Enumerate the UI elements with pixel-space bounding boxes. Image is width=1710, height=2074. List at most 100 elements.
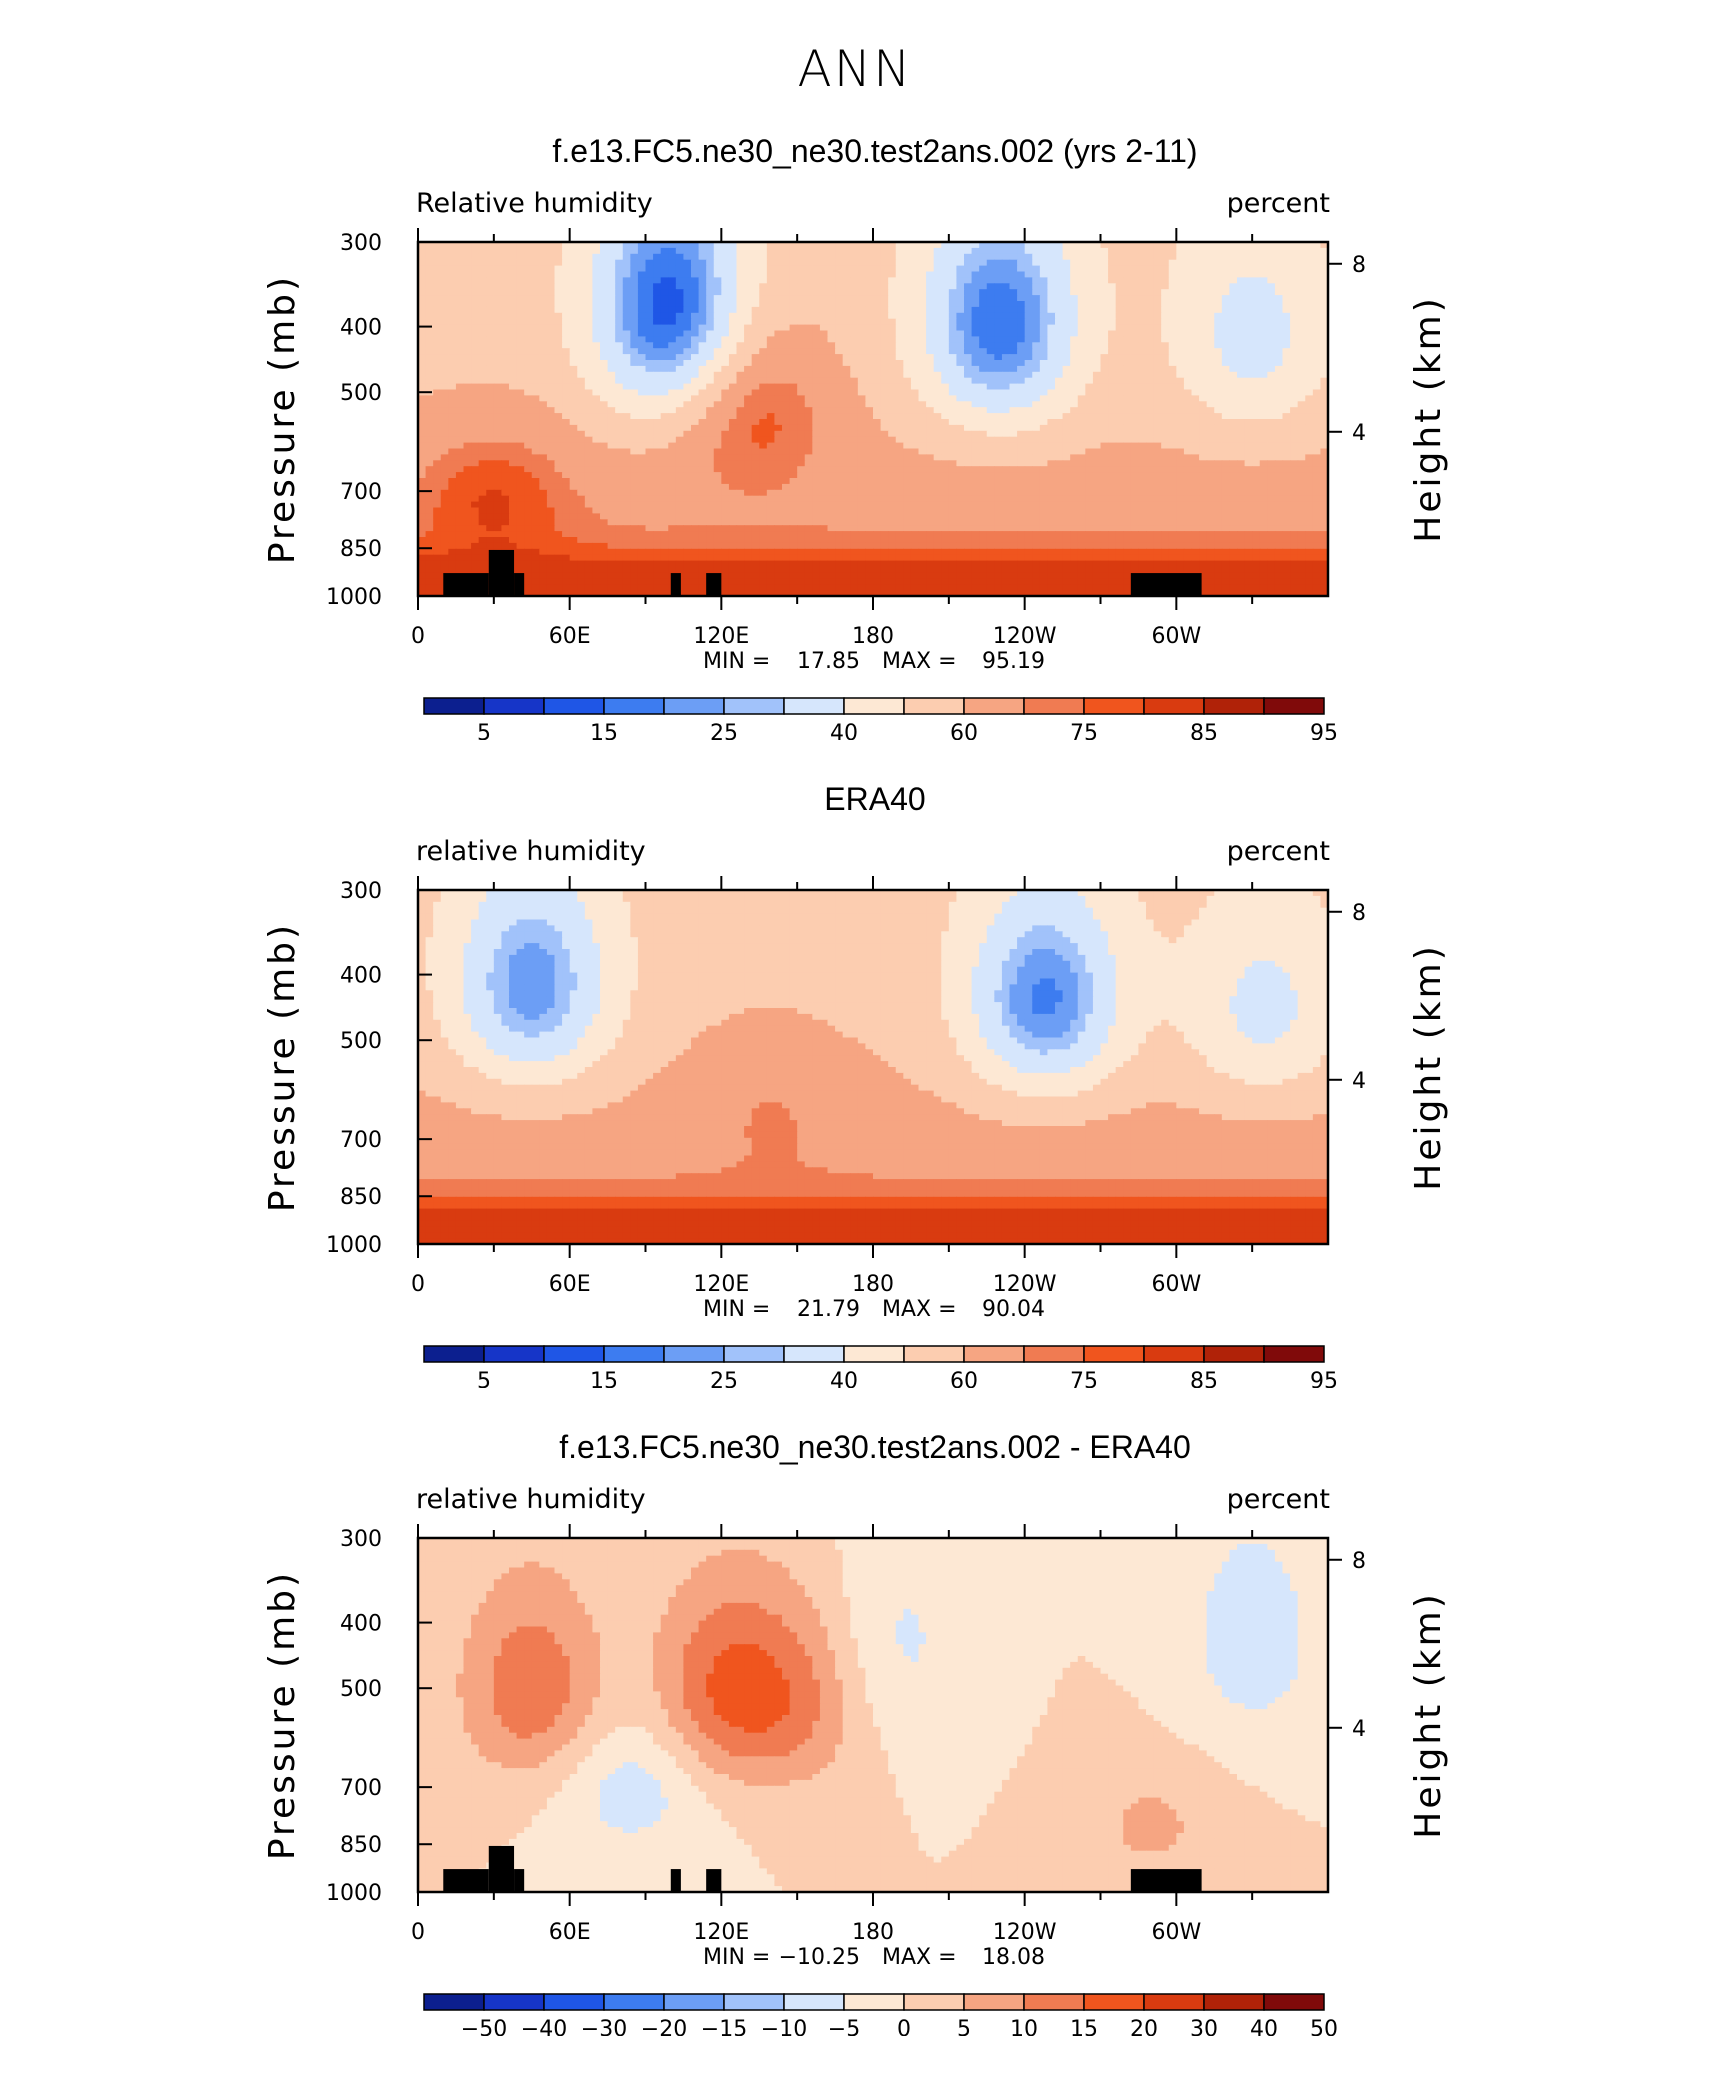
heatmap-cell [706, 395, 715, 402]
heatmap-cell [857, 301, 867, 308]
heatmap-cell [637, 483, 647, 491]
heatmap-cell [706, 436, 715, 444]
heatmap-cell [683, 289, 692, 296]
heatmap-cell [516, 371, 525, 379]
heatmap-cell [1146, 472, 1155, 479]
heatmap-cell [1032, 289, 1041, 296]
heatmap-cell [979, 442, 988, 450]
heatmap-cell [1070, 466, 1079, 473]
heatmap-cell [1259, 430, 1268, 438]
heatmap-cell [804, 277, 813, 284]
heatmap-cell [926, 354, 935, 361]
heatmap-cell [1183, 395, 1193, 402]
heatmap-cell [964, 242, 973, 249]
heatmap-cell [1320, 242, 1329, 249]
heatmap-cell [668, 407, 677, 414]
heatmap-cell [926, 377, 935, 385]
heatmap-cell [964, 371, 973, 379]
heatmap-cell [1047, 472, 1056, 479]
heatmap-cell [1047, 365, 1056, 373]
heatmap-cell [1267, 354, 1276, 361]
heatmap-cell [1092, 336, 1102, 343]
heatmap-cell [1244, 442, 1253, 450]
heatmap-cell [1267, 395, 1276, 402]
heatmap-cell [1305, 289, 1314, 296]
heatmap-cell [509, 407, 518, 414]
heatmap-cell [1009, 401, 1018, 408]
heatmap-cell [660, 253, 669, 261]
heatmap-cell [751, 377, 760, 385]
heatmap-cell [637, 436, 647, 444]
heatmap-cell [1282, 401, 1291, 408]
heatmap-cell [903, 354, 912, 361]
heatmap-cell [1153, 271, 1162, 278]
heatmap-cell [1070, 259, 1079, 267]
heatmap-cell [751, 483, 760, 491]
heatmap-cell [721, 301, 730, 308]
heatmap-cell [926, 360, 935, 367]
heatmap-cell [683, 259, 692, 267]
heatmap-cell [1017, 365, 1026, 373]
heatmap-cell [842, 448, 851, 455]
heatmap-cell [1092, 407, 1102, 414]
heatmap-cell [440, 424, 449, 432]
heatmap-cell [653, 483, 662, 491]
heatmap-cell [1055, 247, 1064, 255]
heatmap-cell [1176, 472, 1185, 479]
heatmap-cell [1229, 401, 1238, 408]
heatmap-cell [1138, 277, 1147, 284]
heatmap-cell [1146, 460, 1155, 467]
heatmap-cell [493, 466, 503, 473]
heatmap-cell [433, 395, 442, 402]
heatmap-cell [1214, 442, 1223, 450]
heatmap-cell [903, 478, 912, 485]
heatmap-cell [1214, 318, 1223, 326]
heatmap-cell [1244, 466, 1253, 473]
heatmap-cell [1297, 466, 1306, 473]
heatmap-cell [812, 283, 821, 290]
heatmap-cell [1108, 360, 1117, 367]
heatmap-cell [1039, 354, 1049, 361]
heatmap-cell [964, 466, 973, 473]
heatmap-cell [1282, 336, 1291, 343]
heatmap-cell [1199, 460, 1208, 467]
heatmap-cell [728, 483, 738, 491]
heatmap-cell [584, 312, 594, 320]
heatmap-cell [569, 277, 578, 284]
heatmap-cell [1032, 436, 1041, 444]
heatmap-cell [819, 306, 829, 314]
heatmap-cell [1237, 430, 1246, 438]
heatmap-cell [569, 312, 578, 320]
heatmap-cell [1009, 365, 1018, 373]
heatmap-cell [471, 318, 480, 326]
heatmap-cell [1062, 289, 1071, 296]
heatmap-cell [455, 448, 465, 455]
heatmap-cell [516, 312, 525, 320]
heatmap-cell [1290, 312, 1299, 320]
heatmap-cell [1146, 301, 1155, 308]
heatmap-cell [1297, 413, 1306, 420]
heatmap-cell [1320, 430, 1329, 438]
heatmap-cell [956, 483, 965, 491]
heatmap-cell [1305, 330, 1314, 337]
heatmap-cell [956, 247, 965, 255]
heatmap-cell [554, 277, 563, 284]
heatmap-cell [1153, 401, 1162, 408]
heatmap-cell [531, 306, 540, 314]
heatmap-cell [782, 407, 791, 414]
heatmap-cell [1100, 259, 1109, 267]
heatmap-cell [1055, 324, 1064, 332]
heatmap-cell [1077, 448, 1086, 455]
heatmap-cell [1282, 271, 1291, 278]
heatmap-cell [569, 407, 578, 414]
heatmap-cell [1305, 407, 1314, 414]
heatmap-cell [433, 365, 442, 373]
heatmap-cell [1085, 259, 1094, 267]
heatmap-cell [463, 301, 472, 308]
heatmap-cell [1252, 295, 1261, 302]
heatmap-cell [1199, 324, 1208, 332]
heatmap-cell [1237, 318, 1246, 326]
heatmap-cell [948, 478, 958, 485]
heatmap-cell [1206, 265, 1215, 273]
heatmap-cell [615, 442, 624, 450]
